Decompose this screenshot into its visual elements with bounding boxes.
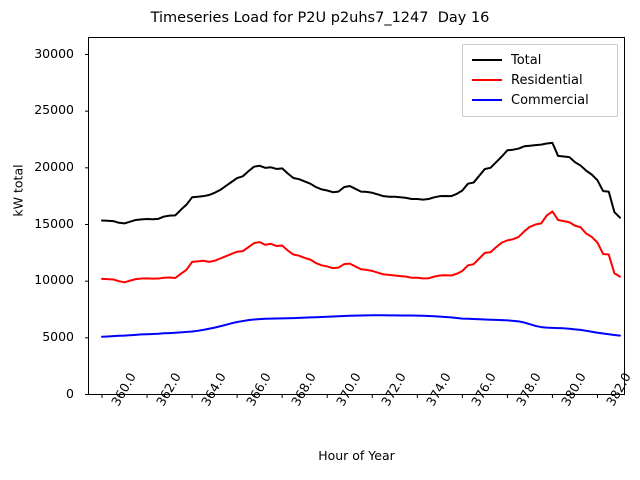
data-series-group [101,141,621,338]
y-tick-label: 20000 [34,158,74,174]
legend-label: Commercial [511,92,589,108]
series-line-residential [101,210,621,284]
series-line-commercial [101,314,621,338]
y-tick-label: 15000 [34,215,74,231]
legend-label: Residential [511,72,583,88]
y-tick-label-wrap: 5000 [0,328,74,344]
y-tick-label: 0 [66,385,74,401]
y-axis-ticks [85,54,89,395]
y-tick-label-wrap: 30000 [0,45,74,61]
y-axis-label: kW total [10,164,26,217]
legend-color-swatch [472,99,502,101]
y-tick-label-wrap: 20000 [0,158,74,174]
y-tick-label: 10000 [34,272,74,288]
x-axis-ticks [101,394,598,398]
y-tick-label: 5000 [42,328,74,344]
plot-frame [88,37,625,395]
chart-title: Timeseries Load for P2U p2uhs7_1247 Day … [150,10,490,26]
y-tick-label-wrap: 0 [0,385,74,401]
y-tick-label-wrap: 15000 [0,215,74,231]
y-tick-label-wrap: 25000 [0,104,74,117]
series-line-total [101,141,621,225]
y-tick-label: 30000 [34,45,74,61]
chart-legend: Total Residential Commercial [462,44,618,117]
legend-item-residential[interactable]: Residential [469,70,611,90]
legend-item-total[interactable]: Total [469,50,611,70]
y-tick-label-wrap: 10000 [0,274,74,287]
legend-label: Total [511,52,542,68]
y-tick-label: 25000 [34,102,74,118]
legend-item-commercial[interactable]: Commercial [469,90,611,110]
legend-color-swatch [472,59,502,61]
x-axis-label: Hour of Year [318,448,395,463]
legend-color-swatch [472,79,502,81]
